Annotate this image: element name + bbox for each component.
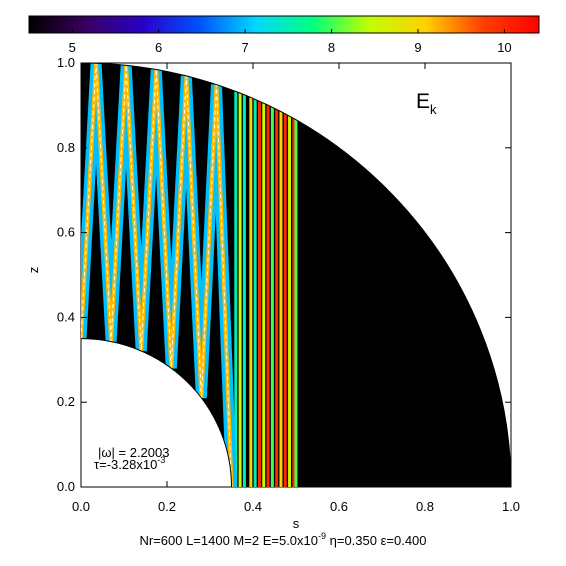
x-tick-label: 1.0 — [502, 499, 520, 514]
colorbar-tick-label: 8 — [328, 40, 335, 55]
inner-boundary — [80, 338, 232, 488]
panel-label: Ek — [416, 90, 437, 117]
panel-label-main: E — [416, 90, 430, 113]
x-tick-label: 0.8 — [416, 499, 434, 514]
x-axis-label: s — [293, 516, 300, 531]
colorbar-tick-label: 6 — [155, 40, 162, 55]
y-tick-label: 0.0 — [57, 479, 75, 494]
y-tick-label: 0.6 — [57, 225, 75, 240]
colorbar-ticks: 5 6 7 8 9 10 — [69, 29, 512, 55]
tau-annotation: τ=-3.28x10-3 — [94, 455, 165, 472]
colorbar-tick-label: 7 — [241, 40, 248, 55]
tau-annotation-exp: -3 — [157, 455, 165, 465]
y-tick-label: 1.0 — [57, 55, 75, 70]
footer-part-2: η=0.350 ε=0.400 — [326, 533, 427, 548]
y-tick-label: 0.4 — [57, 309, 75, 324]
y-tick-label: 0.8 — [57, 140, 75, 155]
y-tick-label: 0.2 — [57, 394, 75, 409]
footer-part-1: Nr=600 L=1400 M=2 E=5.0x10 — [139, 533, 318, 548]
outer-boundary — [80, 62, 512, 488]
zigzag-band-center — [81, 63, 232, 487]
omega-annotation: |ω| = 2.2003 — [98, 445, 169, 460]
colorbar-tick-label: 10 — [497, 40, 511, 55]
x-tick-label: 0.2 — [158, 499, 176, 514]
colorbar-tick-label: 5 — [69, 40, 76, 55]
colorbar-tick-label: 9 — [414, 40, 421, 55]
x-tick-label: 0.0 — [72, 499, 90, 514]
x-tick-label: 0.4 — [244, 499, 262, 514]
panel-label-sub: k — [430, 102, 437, 117]
footer-exponent: -9 — [318, 531, 326, 541]
colorbar — [28, 15, 540, 34]
axis-ticks: 0.0 0.2 0.4 0.6 0.8 1.0 0.0 0.2 0.4 0.6 0.8 1.0 — [57, 55, 520, 514]
tau-annotation-main: τ=-3.28x10 — [94, 457, 157, 472]
footer-params: Nr=600 L=1400 M=2 E=5.0x10-9 η=0.350 ε=0… — [139, 531, 426, 548]
x-tick-label: 0.6 — [330, 499, 348, 514]
y-axis-label: z — [26, 267, 41, 274]
field-layer — [81, 63, 511, 487]
